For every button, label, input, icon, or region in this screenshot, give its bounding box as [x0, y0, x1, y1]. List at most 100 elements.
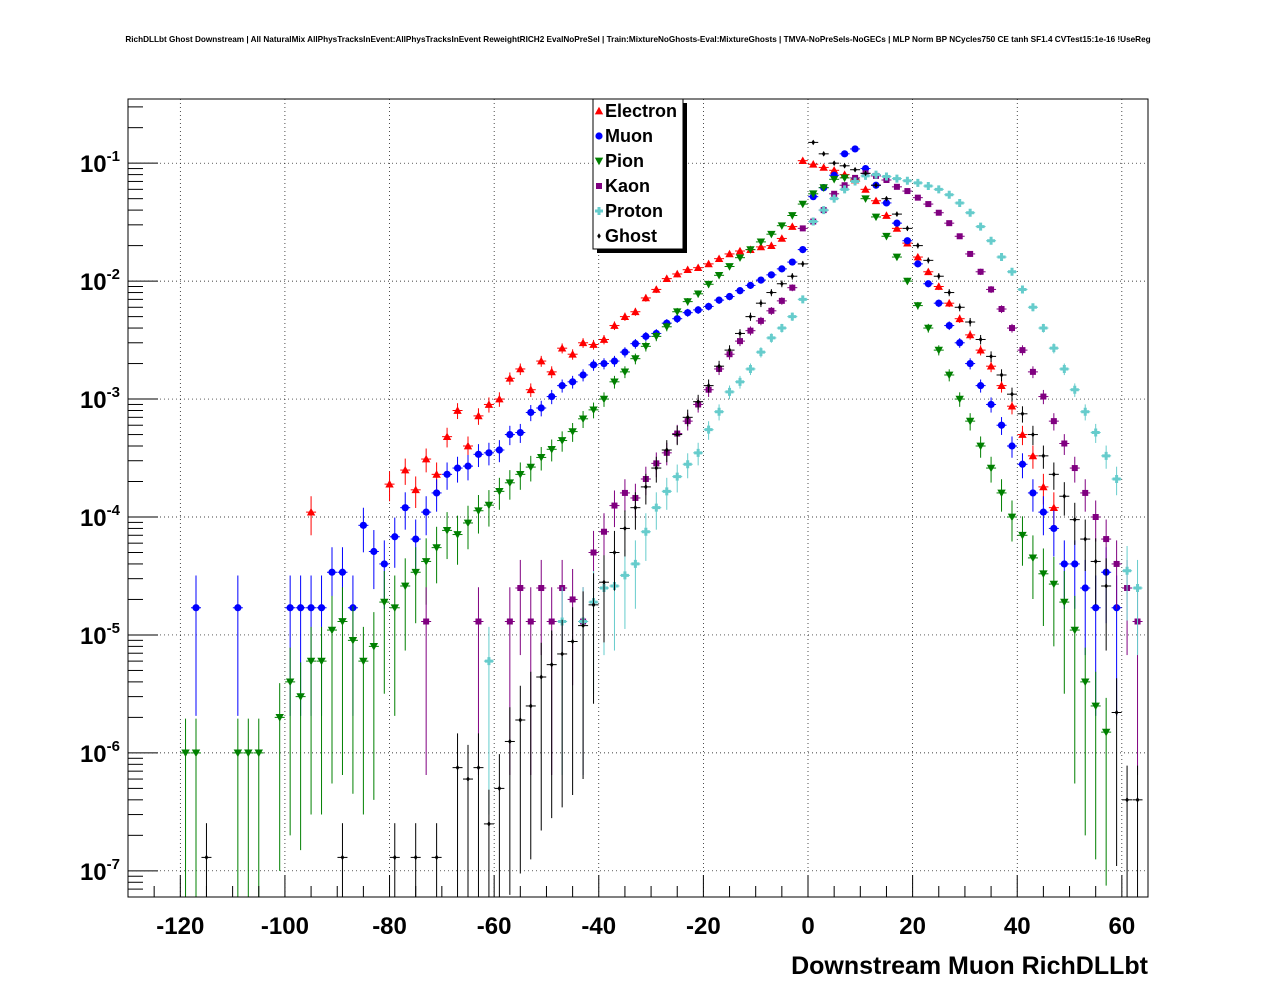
data-point — [662, 323, 671, 331]
axis-ticks — [127, 106, 1149, 898]
data-point — [589, 340, 598, 348]
data-point — [715, 407, 724, 416]
data-point — [1104, 583, 1108, 589]
data-point — [683, 298, 692, 306]
data-point — [1031, 431, 1035, 438]
data-point — [693, 263, 703, 272]
data-point — [495, 446, 503, 454]
data-point — [935, 209, 942, 216]
data-point — [832, 160, 836, 166]
data-point — [1060, 364, 1069, 373]
data-point — [385, 479, 394, 488]
data-point — [965, 330, 975, 339]
data-point — [882, 172, 891, 181]
data-point — [717, 363, 721, 369]
data-point — [819, 206, 828, 215]
data-point — [631, 559, 640, 568]
data-point — [1072, 516, 1077, 523]
data-point — [1070, 626, 1079, 635]
data-point — [1052, 471, 1056, 478]
data-point — [746, 364, 755, 373]
data-point — [777, 222, 787, 230]
data-point — [443, 470, 451, 478]
data-point — [434, 854, 439, 861]
legend-label-ghost: Ghost — [605, 226, 657, 246]
data-point — [539, 674, 544, 680]
data-point — [348, 636, 358, 645]
data-point — [997, 421, 1006, 429]
data-point — [673, 269, 682, 278]
data-point — [829, 175, 839, 184]
data-point — [790, 273, 795, 280]
data-point — [1028, 451, 1038, 460]
data-point — [484, 400, 494, 408]
legend-label-electron: Electron — [605, 101, 677, 121]
data-point — [673, 308, 682, 316]
data-point — [966, 208, 975, 217]
data-point — [485, 449, 493, 457]
data-point — [610, 321, 619, 329]
data-point — [474, 450, 483, 458]
data-point — [987, 400, 995, 409]
legend-label-kaon: Kaon — [605, 176, 650, 196]
data-point — [913, 302, 923, 310]
data-point — [892, 253, 902, 262]
data-point — [767, 241, 776, 249]
data-point — [735, 254, 745, 262]
data-point — [1039, 570, 1048, 578]
data-point — [684, 309, 692, 317]
data-point — [903, 237, 911, 245]
data-point — [528, 703, 533, 709]
data-point — [516, 428, 524, 437]
data-point — [578, 338, 588, 347]
data-point — [1093, 558, 1098, 565]
data-point — [914, 194, 921, 201]
data-point — [874, 182, 878, 189]
y-tick-labels: 10-7 10-6 10-5 10-4 10-3 10-2 10-1 — [80, 148, 121, 886]
data-point — [641, 527, 650, 536]
data-point — [819, 184, 828, 192]
data-point — [1008, 267, 1016, 276]
data-point — [590, 549, 597, 556]
data-point — [965, 417, 975, 426]
data-point — [662, 487, 671, 496]
data-point — [463, 519, 473, 528]
data-point — [549, 661, 554, 668]
x-tick-label: 40 — [1004, 913, 1031, 940]
data-point — [1092, 604, 1100, 612]
data-point — [673, 472, 682, 481]
data-point — [1049, 580, 1059, 589]
legend-marker-pion — [594, 157, 604, 166]
data-point — [1091, 428, 1100, 437]
data-point — [538, 585, 545, 592]
data-point — [945, 298, 954, 307]
data-point — [432, 470, 441, 478]
data-point — [956, 233, 963, 240]
data-point — [882, 211, 891, 219]
data-point — [683, 265, 692, 274]
data-point — [977, 382, 985, 390]
data-point — [986, 361, 996, 370]
data-point — [505, 374, 515, 382]
data-point — [777, 234, 787, 242]
data-point — [1049, 344, 1058, 353]
data-point — [664, 447, 669, 453]
data-point — [756, 348, 765, 357]
data-point — [370, 547, 378, 556]
data-point — [769, 289, 774, 296]
data-point — [474, 507, 483, 515]
data-point — [861, 195, 870, 203]
data-point — [475, 618, 482, 625]
data-point — [903, 176, 912, 185]
legend: Electron Muon Pion Kaon Proton Ghost — [592, 98, 687, 253]
data-point — [422, 508, 430, 516]
data-point — [476, 764, 481, 771]
data-point — [945, 371, 954, 380]
data-point — [871, 196, 881, 205]
data-point — [581, 622, 585, 629]
data-point — [641, 293, 651, 302]
x-axis-title: Downstream Muon RichDLLbt — [791, 952, 1149, 980]
data-point — [696, 398, 700, 405]
data-point — [633, 504, 638, 511]
data-point — [840, 174, 849, 183]
